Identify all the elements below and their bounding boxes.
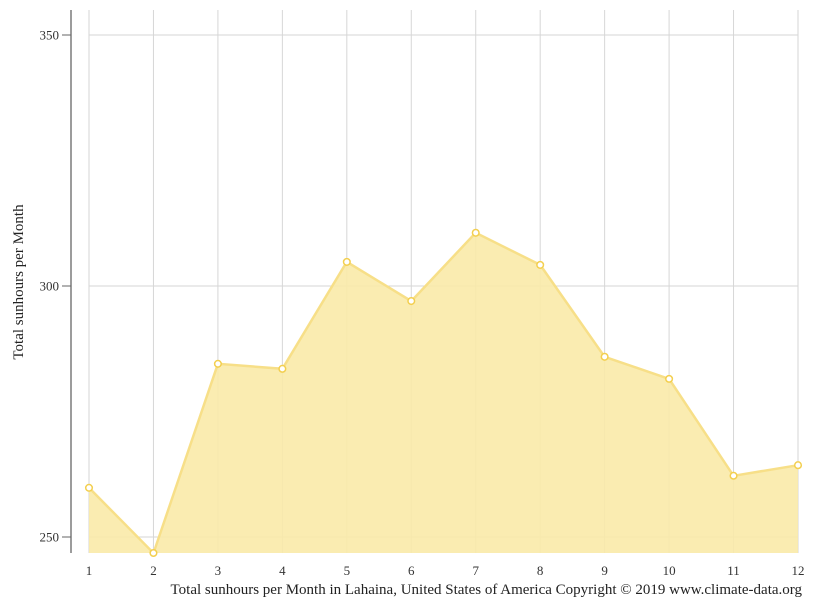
data-markers: [84, 228, 803, 558]
data-point-marker: [793, 461, 803, 470]
x-axis-ticks: 1 2 3 4 5 6 7 8 9 10 11 12: [86, 563, 805, 578]
data-point-marker: [213, 359, 222, 368]
data-line: [88, 231, 799, 556]
x-tick-label: 8: [537, 563, 544, 578]
data-point-marker: [729, 471, 738, 480]
x-tick-label: 3: [215, 563, 222, 578]
data-point-marker: [536, 260, 545, 269]
data-point-marker: [342, 257, 351, 266]
data-point-marker: [149, 548, 158, 558]
x-tick-label: 5: [344, 563, 351, 578]
data-point-marker: [84, 483, 94, 492]
x-tick-label: 12: [792, 563, 805, 578]
y-axis-label: Total sunhours per Month: [11, 204, 27, 360]
y-tick-label: 350: [40, 28, 60, 43]
x-tick-label: 10: [663, 563, 676, 578]
chart-caption: Total sunhours per Month in Lahaina, Uni…: [170, 582, 802, 598]
data-point-marker: [407, 297, 416, 306]
y-tick-label: 250: [40, 530, 60, 545]
x-tick-label: 9: [601, 563, 608, 578]
y-axis-ticks: 250 300 350: [40, 28, 71, 545]
data-point-marker: [600, 352, 609, 361]
x-tick-label: 6: [408, 563, 415, 578]
x-tick-label: 4: [279, 563, 286, 578]
data-point-marker: [278, 364, 287, 373]
x-tick-label: 2: [150, 563, 157, 578]
x-tick-label: 1: [86, 563, 93, 578]
x-tick-label: 7: [472, 563, 479, 578]
data-point-marker: [471, 228, 480, 237]
y-tick-label: 300: [40, 279, 60, 294]
area-fill: [89, 232, 798, 554]
x-tick-label: 11: [727, 563, 740, 578]
data-point-marker: [665, 374, 674, 383]
